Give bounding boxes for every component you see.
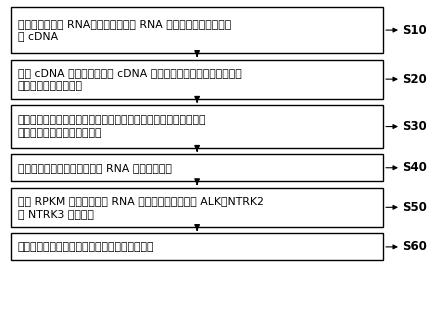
Text: S60: S60: [402, 240, 427, 253]
Bar: [11, 105, 383, 148]
Text: 利用高通量测序仪测序，获得 RNA 靶向测序数据: 利用高通量测序仪测序，获得 RNA 靶向测序数据: [18, 163, 171, 173]
Text: 基于评估得到的表达量取平均数得到生物标志物: 基于评估得到的表达量取平均数得到生物标志物: [18, 242, 154, 252]
Bar: [11, 233, 383, 260]
Text: S30: S30: [402, 120, 427, 133]
Text: S50: S50: [402, 201, 427, 214]
Text: 基于 cDNA 获取模块得到的 cDNA 通过末端修复、接头连接和文库
富集方法构建基因文库: 基于 cDNA 获取模块得到的 cDNA 通过末端修复、接头连接和文库 富集方法…: [18, 68, 241, 91]
Text: 提取待检测样本 RNA，将待检测样本 RNA 打断，进行反转录，得
到 cDNA: 提取待检测样本 RNA，将待检测样本 RNA 打断，进行反转录，得 到 cDNA: [18, 19, 231, 42]
Text: S20: S20: [402, 73, 427, 86]
Text: S10: S10: [402, 24, 427, 37]
Text: S40: S40: [402, 161, 427, 174]
Text: 通过捕获探针与目标区域特异性杂交从基因文库构建模块构建的基
因文库中捕获并富集目标基因: 通过捕获探针与目标区域特异性杂交从基因文库构建模块构建的基 因文库中捕获并富集目…: [18, 115, 206, 138]
Bar: [11, 154, 383, 181]
Text: 采用 RPKM 方法定量评估 RNA 靶向测序数据中基因 ALK、NTRK2
及 NTRK3 的表达量: 采用 RPKM 方法定量评估 RNA 靶向测序数据中基因 ALK、NTRK2 及…: [18, 196, 264, 219]
Bar: [11, 60, 383, 99]
Bar: [11, 188, 383, 227]
Bar: [11, 7, 383, 53]
